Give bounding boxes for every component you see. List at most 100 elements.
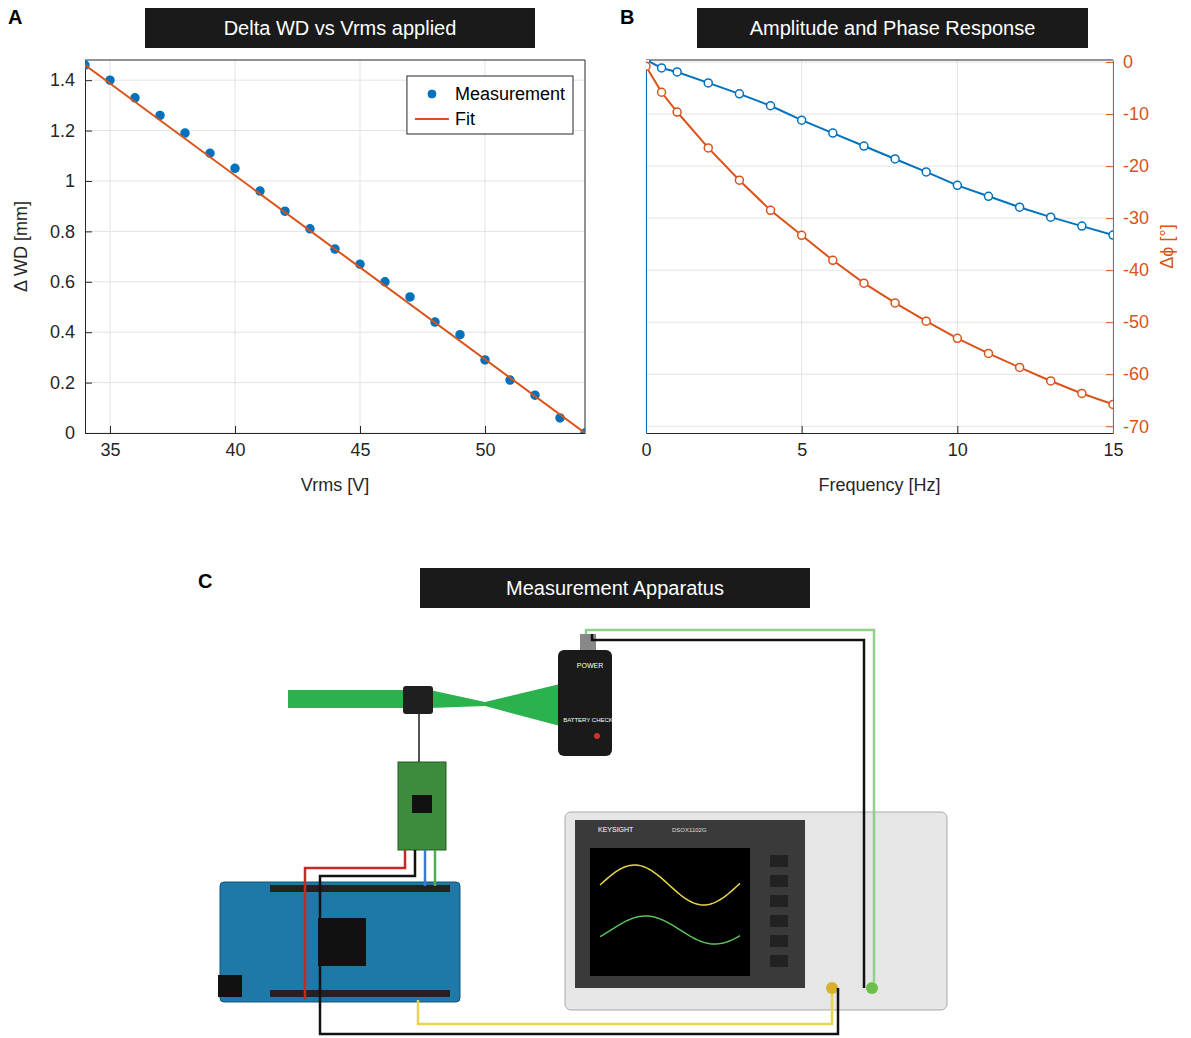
- y-axis-tick-mark: [85, 332, 92, 333]
- legend-symbol: [415, 118, 449, 120]
- series-marker: [953, 181, 961, 189]
- x-axis-tick: 5: [797, 426, 807, 460]
- x-axis-tick-label: 35: [100, 440, 120, 460]
- legend: MeasurementFit: [407, 76, 573, 134]
- x-axis-tick-mark: [802, 426, 803, 433]
- series-marker: [456, 331, 464, 339]
- y2-axis-tick-label: -30: [1123, 208, 1149, 228]
- grid-line-x: [1113, 60, 1114, 433]
- series-marker: [922, 168, 930, 176]
- grid-line-y: [85, 332, 585, 333]
- y-axis-tick: 0.2: [50, 373, 92, 393]
- apparatus: POWER BATTERY CHECK KEYSIGHT DSOX1102G: [218, 630, 947, 1034]
- oscilloscope-screen: [590, 848, 750, 976]
- y2-axis-title: Δϕ [°]: [1157, 224, 1177, 268]
- oscilloscope: [565, 812, 947, 1010]
- series-marker: [704, 79, 712, 87]
- y-axis-tick: 0: [65, 423, 92, 443]
- device-text: DSOX1102G: [672, 827, 707, 833]
- y2-axis-tick: -50: [1106, 312, 1149, 332]
- y2-axis-tick: 0: [1106, 52, 1133, 72]
- plot-area: [646, 60, 1113, 408]
- series-marker: [860, 142, 868, 150]
- y2-axis-line: [1113, 61, 1114, 434]
- series-marker: [1109, 400, 1113, 408]
- scope-button: [770, 895, 788, 907]
- y-axis-tick-label: 1.2: [50, 121, 75, 141]
- y-axis-tick: 1.4: [50, 70, 92, 90]
- y-axis-tick-label: 0.2: [50, 373, 75, 393]
- y2-axis-tick-mark: [1106, 62, 1113, 63]
- series-marker: [1047, 377, 1055, 385]
- grid-line-y: [646, 374, 1113, 375]
- series-marker: [953, 334, 961, 342]
- scope-button: [770, 875, 788, 887]
- laser-beam: [288, 690, 408, 708]
- wire: [418, 994, 832, 1024]
- x-axis-tick-label: 50: [475, 440, 495, 460]
- y2-axis-tick-mark: [1106, 218, 1113, 219]
- y-axis-tick-label: 0: [65, 423, 75, 443]
- series-marker: [984, 349, 992, 357]
- x-axis-title: Vrms [V]: [301, 475, 369, 495]
- wire: [586, 630, 874, 982]
- y-axis-tick-mark: [85, 231, 92, 232]
- y-axis-tick: 0.8: [50, 222, 92, 242]
- grid-line-y: [646, 270, 1113, 271]
- legend-box: [407, 76, 573, 134]
- legend-symbol: [428, 90, 436, 98]
- y-axis: 00.20.40.60.811.21.4: [50, 61, 92, 444]
- scope-input: [826, 982, 838, 994]
- y2-axis-tick-label: -40: [1123, 260, 1149, 280]
- series-marker: [860, 279, 868, 287]
- x-axis-tick-label: 10: [948, 440, 968, 460]
- x-axis-tick-label: 40: [225, 440, 245, 460]
- series-marker: [798, 231, 806, 239]
- series-marker: [829, 129, 837, 137]
- y2-axis-tick: -30: [1106, 208, 1149, 228]
- scope-button: [770, 955, 788, 967]
- diagram-title: Measurement Apparatus: [506, 577, 724, 599]
- y-axis-tick-mark: [85, 282, 92, 283]
- device-text: BATTERY CHECK: [563, 717, 613, 723]
- device-text: KEYSIGHT: [598, 826, 634, 833]
- scope-button: [770, 915, 788, 927]
- series-marker: [798, 116, 806, 124]
- arduino-header: [270, 990, 450, 997]
- driver-board: [398, 762, 446, 850]
- x-axis-tick: 50: [475, 426, 495, 460]
- legend-label: Fit: [455, 109, 475, 129]
- series-marker: [735, 176, 743, 184]
- y2-axis-tick: -10: [1106, 104, 1149, 124]
- grid-line-y: [646, 322, 1113, 323]
- y-axis-tick-label: 0.8: [50, 222, 75, 242]
- series-marker: [704, 144, 712, 152]
- series-marker: [658, 64, 666, 72]
- chart-title-box: [697, 8, 1088, 48]
- series-marker: [1016, 203, 1024, 211]
- x-axis-tick-label: 5: [797, 440, 807, 460]
- x-axis-tick-mark: [485, 426, 486, 433]
- device-text: POWER: [577, 662, 603, 669]
- x-axis-tick-label: 0: [641, 440, 651, 460]
- y-axis: [646, 61, 647, 434]
- x-axis-tick-label: 45: [350, 440, 370, 460]
- x-axis-tick: 45: [350, 426, 370, 460]
- lens-wire: [418, 714, 420, 762]
- y2-axis: -70-60-50-40-30-20-100: [1106, 52, 1149, 436]
- panel-letter: B: [620, 6, 634, 28]
- series-marker: [767, 206, 775, 214]
- y2-axis-tick-label: -50: [1123, 312, 1149, 332]
- grid-line-x: [110, 60, 111, 433]
- x-axis-tick: 35: [100, 426, 120, 460]
- grid-line-y: [85, 231, 585, 232]
- diagram-title-box: [420, 568, 810, 608]
- y2-axis-tick-mark: [1106, 374, 1113, 375]
- y2-axis-tick-label: -20: [1123, 156, 1149, 176]
- scope-trace: [600, 865, 740, 905]
- grid-line-y: [85, 433, 585, 434]
- indicator-led: [594, 733, 600, 739]
- chart-title: Delta WD vs Vrms applied: [224, 17, 457, 39]
- series-marker: [829, 256, 837, 264]
- series-marker: [1016, 363, 1024, 371]
